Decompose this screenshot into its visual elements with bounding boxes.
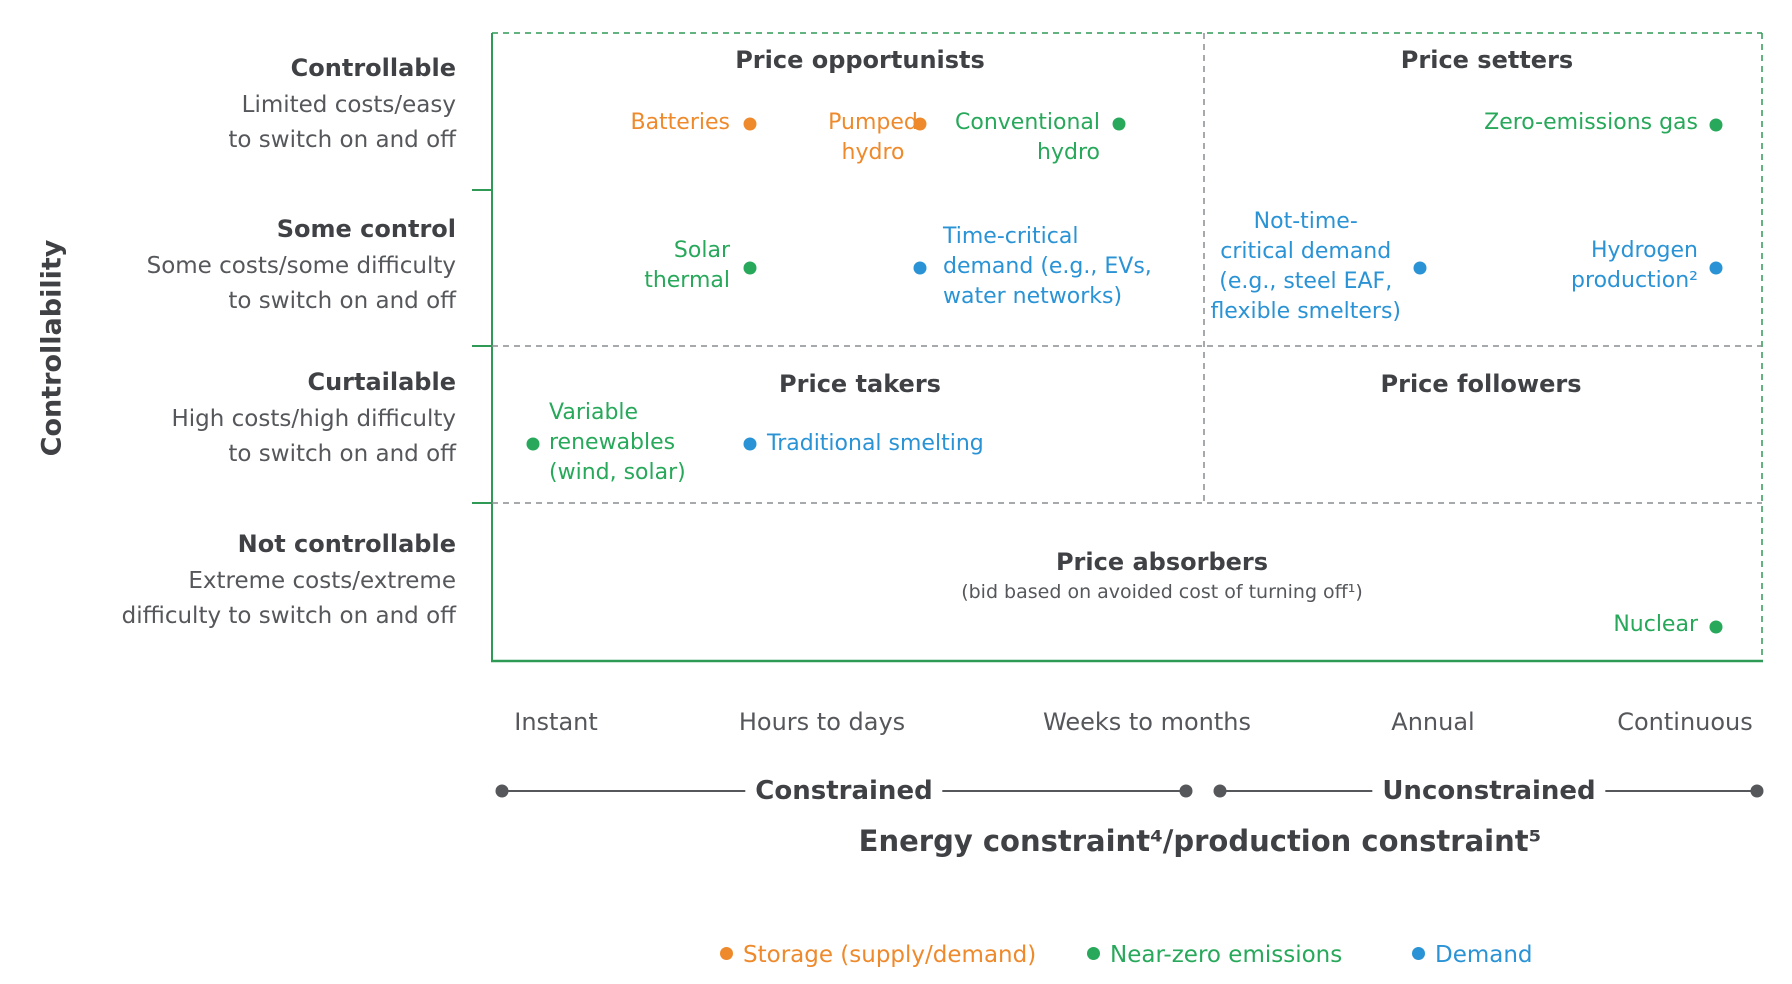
- demand-dot: [1709, 261, 1723, 275]
- x-tick-annual: Annual: [1391, 708, 1475, 736]
- legend-near-zero: Near-zero emissions: [1087, 942, 1342, 968]
- storage-dot: [743, 117, 757, 131]
- legend-demand-label: Demand: [1435, 942, 1533, 968]
- item-label-line: production²: [1571, 268, 1698, 293]
- item-label-line: water networks): [943, 284, 1123, 309]
- item-label-line: Conventional: [955, 110, 1100, 135]
- row-desc-line: difficulty to switch on and off: [121, 603, 456, 629]
- item-label-line: hydro: [841, 140, 905, 165]
- demand-dot: [743, 437, 757, 451]
- x-axis-title: Energy constraint⁴/production constraint…: [858, 824, 1542, 858]
- legend-storage: Storage (supply/demand): [720, 942, 1036, 968]
- item-label-line: Variable: [549, 400, 639, 425]
- item-label-line: (e.g., steel EAF,: [1219, 269, 1393, 294]
- item-label-line: Zero-emissions gas: [1484, 110, 1698, 135]
- item-label-line: Traditional smelting: [767, 431, 984, 456]
- row-desc-line: Extreme costs/extreme: [188, 568, 456, 594]
- item-label-line: (wind, solar): [549, 460, 686, 485]
- x-tick-continuous: Continuous: [1617, 708, 1753, 736]
- item-label-line: thermal: [644, 268, 730, 293]
- row-desc-line: Limited costs/easy: [241, 92, 456, 118]
- row-desc-not-controllable: Extreme costs/extreme difficulty to swit…: [122, 564, 456, 634]
- price-absorbers-subtitle: (bid based on avoided cost of turning of…: [961, 581, 1363, 603]
- legend-demand: Demand: [1412, 942, 1533, 968]
- unconstrained-label: Unconstrained: [1372, 776, 1606, 806]
- x-tick-instant: Instant: [514, 708, 598, 736]
- item-label-line: flexible smelters): [1210, 299, 1401, 324]
- x-tick-weeks-to-months: Weeks to months: [1042, 708, 1252, 736]
- item-traditional-smelting: Traditional smelting: [767, 429, 984, 459]
- row-desc-line: Some costs/some difficulty: [146, 253, 456, 279]
- demand-dot: [1413, 261, 1427, 275]
- legend-near-zero-dot: [1087, 947, 1100, 960]
- item-hydrogen-production: Hydrogen production²: [1571, 236, 1698, 296]
- near-zero-dot: [1709, 620, 1723, 634]
- item-label-line: Pumped: [828, 110, 918, 135]
- item-label-line: Time-critical: [943, 224, 1079, 249]
- x-tick-hours-to-days: Hours to days: [738, 708, 906, 736]
- row-title-controllable: Controllable: [290, 54, 456, 82]
- row-desc-curtailable: High costs/high difficulty to switch on …: [171, 402, 456, 472]
- item-label-line: demand (e.g., EVs,: [943, 254, 1152, 279]
- legend-near-zero-label: Near-zero emissions: [1110, 942, 1343, 968]
- row-desc-some-control: Some costs/some difficulty to switch on …: [147, 249, 456, 319]
- row-title-not-controllable: Not controllable: [237, 530, 456, 558]
- row-desc-line: High costs/high difficulty: [171, 406, 456, 432]
- row-desc-line: to switch on and off: [228, 441, 456, 467]
- item-label-line: Solar: [673, 238, 730, 263]
- unconstrained-start-dot: [1213, 784, 1227, 798]
- quadrant-price-setters: Price setters: [1400, 46, 1574, 74]
- constrained-end-dot: [1179, 784, 1193, 798]
- item-nuclear: Nuclear: [1613, 610, 1698, 640]
- row-desc-line: to switch on and off: [228, 127, 456, 153]
- row-desc-controllable: Limited costs/easy to switch on and off: [228, 88, 456, 158]
- item-pumped-hydro: Pumped hydro: [828, 108, 918, 168]
- item-zero-emissions-gas: Zero-emissions gas: [1484, 108, 1698, 138]
- quadrant-price-absorbers: Price absorbers: [1055, 548, 1269, 576]
- item-label-line: Not-time-: [1253, 209, 1358, 234]
- row-title-some-control: Some control: [276, 215, 456, 243]
- near-zero-dot: [1709, 118, 1723, 132]
- item-not-time-critical-demand: Not-time- critical demand (e.g., steel E…: [1210, 207, 1401, 327]
- item-label-line: renewables: [549, 430, 676, 455]
- item-label-line: Nuclear: [1613, 612, 1698, 637]
- item-label-line: Hydrogen: [1591, 238, 1698, 263]
- item-time-critical-demand: Time-critical demand (e.g., EVs, water n…: [943, 222, 1152, 312]
- quadrant-price-followers: Price followers: [1380, 370, 1582, 398]
- quadrant-price-opportunists: Price opportunists: [735, 46, 985, 74]
- row-title-curtailable: Curtailable: [307, 368, 456, 396]
- constrained-start-dot: [495, 784, 509, 798]
- legend-storage-dot: [720, 947, 733, 960]
- storage-dot: [913, 117, 927, 131]
- near-zero-dot: [743, 261, 757, 275]
- item-label-line: Batteries: [630, 110, 730, 135]
- legend-demand-dot: [1412, 947, 1425, 960]
- constrained-label: Constrained: [745, 776, 943, 806]
- item-conventional-hydro: Conventional hydro: [955, 108, 1100, 168]
- item-label-line: hydro: [1037, 140, 1100, 165]
- near-zero-dot: [526, 437, 540, 451]
- unconstrained-end-dot: [1750, 784, 1764, 798]
- item-solar-thermal: Solar thermal: [644, 236, 730, 296]
- quadrant-price-takers: Price takers: [779, 370, 941, 398]
- demand-dot: [913, 261, 927, 275]
- near-zero-dot: [1112, 117, 1126, 131]
- legend-storage-label: Storage (supply/demand): [743, 942, 1037, 968]
- row-desc-line: to switch on and off: [228, 288, 456, 314]
- item-label-line: critical demand: [1220, 239, 1392, 264]
- item-variable-renewables: Variable renewables (wind, solar): [549, 398, 686, 488]
- item-batteries: Batteries: [630, 108, 730, 138]
